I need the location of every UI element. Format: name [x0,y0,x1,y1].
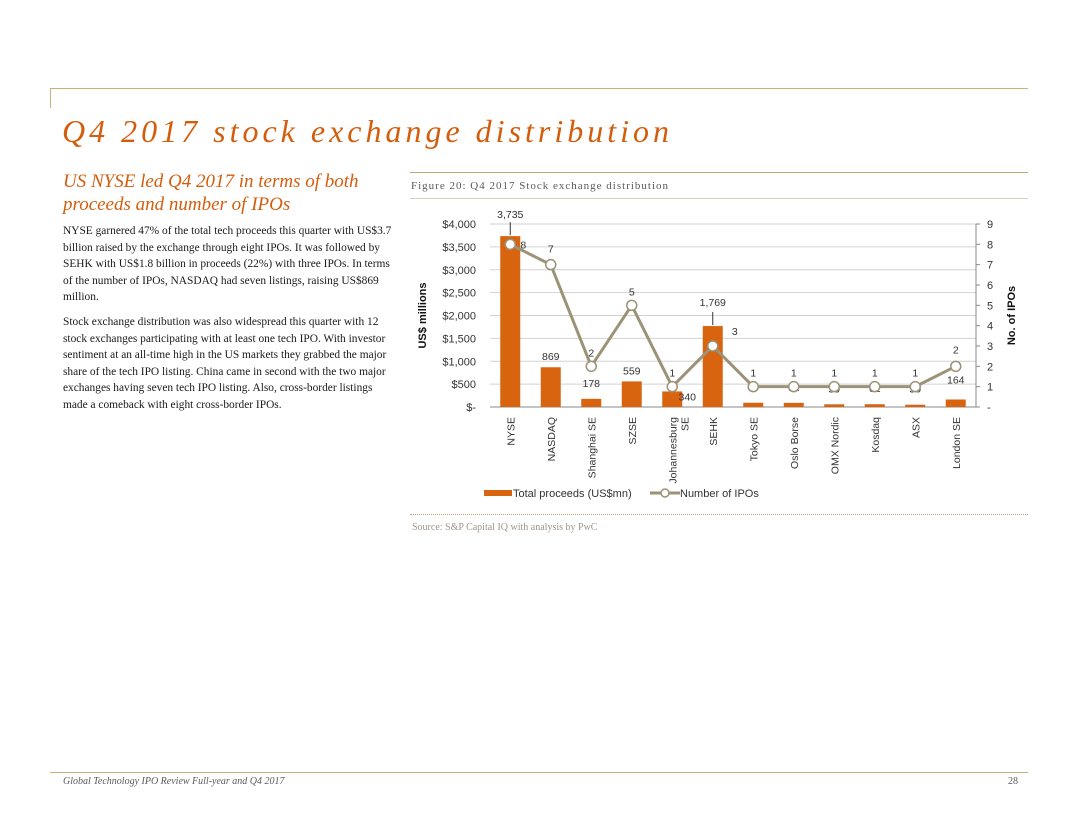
y-right-tick-label: 9 [987,219,993,231]
ipo-value-label: 1 [750,368,756,380]
legend-label-ipos: Number of IPOs [680,488,759,500]
x-tick-label: Tokyo SE [748,417,760,461]
top-tick [50,88,51,108]
x-tick-label: Shanghai SE [586,417,598,478]
x-tick-label: NASDAQ [546,417,558,461]
ipo-value-label: 2 [953,344,959,356]
ipo-point [545,258,557,271]
x-tick-label: OMX Nordic [829,417,841,474]
bar-value-label: 559 [623,365,641,377]
body-text: NYSE garnered 47% of the total tech proc… [63,223,393,422]
x-tick-label: SEHK [708,417,720,446]
x-tick-label: SZSE [627,417,639,444]
bar-value-label: 178 [582,378,600,390]
y-right-tick-label: - [987,402,991,414]
bar-5 [702,326,723,407]
ipo-value-label: 8 [520,239,526,251]
legend-bar-swatch [484,490,512,496]
ipo-value-label: 1 [791,368,797,380]
y-right-tick-label: 6 [987,280,993,292]
ipo-line [509,242,957,390]
bar-value-label: 3,735 [497,209,523,221]
paragraph-1: NYSE garnered 47% of the total tech proc… [63,225,392,304]
bar-8 [824,404,845,407]
paragraph-2: Stock exchange distribution was also wid… [63,315,387,411]
ipo-point [666,380,678,393]
figure-title: Figure 20: Q4 2017 Stock exchange distri… [411,180,670,192]
x-tick-label: ASX [910,417,922,438]
bar-value-label: 340 [678,391,696,403]
figure-rule-bottom [410,514,1028,515]
x-tick-label: Johannesburg [667,417,679,484]
bar-0 [500,236,521,407]
ipo-point [504,238,516,251]
y-right-tick-label: 2 [987,361,993,373]
ipo-point [585,360,597,373]
ipo-point [909,380,921,393]
ipo-value-label: 1 [669,368,675,380]
bar-11 [945,399,966,407]
bar-4 [662,391,683,407]
y-tick-label: $- [466,402,476,414]
y-tick-label: $2,000 [442,311,476,323]
figure-source: Source: S&P Capital IQ with analysis by … [412,522,598,533]
figure-rule-top [410,172,1028,173]
y-right-tick-label: 3 [987,341,993,353]
x-tick-label: London SE [951,417,963,469]
ipo-value-label: 3 [732,326,738,338]
ipo-point [869,380,881,393]
y-right-tick-label: 5 [987,300,993,312]
footer-text: Global Technology IPO Review Full-year a… [63,776,285,787]
bar-10 [905,404,926,407]
y-tick-label: $1,000 [442,356,476,368]
page-number: 28 [1008,776,1018,787]
legend-line-marker [660,488,670,498]
ipo-point [626,299,638,312]
y-tick-label: $1,500 [442,333,476,345]
ipo-value-label: 1 [872,368,878,380]
y-right-tick-label: 8 [987,239,993,251]
stock-exchange-chart: $- $500 $1,000 $1,500 $2,000 $2,500 $3,000 $3,5… [417,209,1018,500]
figure-rule-mid [410,198,1028,199]
ipo-point [950,360,962,373]
bar-value-label: 1,769 [700,297,726,309]
subtitle: US NYSE led Q4 2017 in terms of both pro… [63,171,359,215]
y-right-tick-label: 4 [987,321,993,333]
y-right-tick-label: 1 [987,382,993,394]
bar-2 [581,398,602,407]
bar-value-label: 164 [947,374,965,386]
ipo-value-label: 1 [912,368,918,380]
y-tick-label: $2,500 [442,288,476,300]
ipo-value-label: 5 [629,286,635,298]
ipo-value-label: 2 [588,347,594,359]
ipo-value-label: 7 [548,244,554,256]
bar-9 [864,404,885,407]
ipo-point [788,380,800,393]
ipo-point [747,380,759,393]
x-tick-label: NYSE [505,417,517,446]
top-rule [50,88,1028,89]
y-axis-title: US$ millions [417,282,429,348]
x-tick-label: Kosdaq [870,417,882,453]
x-tick-label: SE [679,417,691,431]
legend-label-proceeds: Total proceeds (US$mn) [513,488,632,500]
x-tick-label: Oslo Borse [789,417,801,469]
ipo-point [828,380,840,393]
bar-7 [783,402,804,407]
y-tick-label: $3,500 [442,242,476,254]
y-right-tick-label: 7 [987,260,993,272]
footer-rule [50,772,1028,773]
bar-1 [540,367,561,407]
y-tick-label: $3,000 [442,265,476,277]
y-tick-label: $500 [452,379,476,391]
page-title: Q4 2017 stock exchange distribution [62,113,674,149]
bar-3 [621,381,642,407]
y-right-axis-title: No. of IPOs [1006,286,1018,345]
ipo-value-label: 1 [831,368,837,380]
bar-6 [743,402,764,407]
ipo-point [707,340,719,352]
bar-value-label: 869 [542,351,560,363]
y-tick-label: $4,000 [442,219,476,231]
